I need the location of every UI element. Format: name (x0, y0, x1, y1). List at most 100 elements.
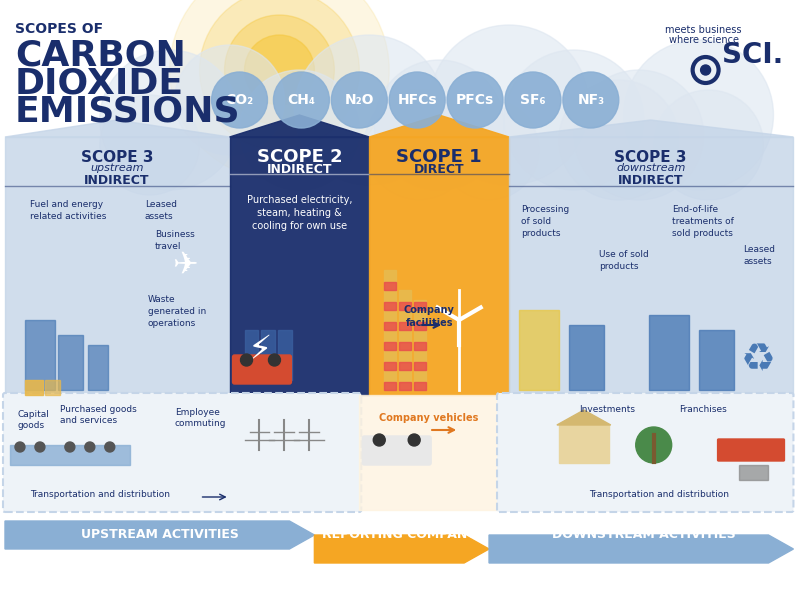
Text: Purchased electricity,
steam, heating &
cooling for own use: Purchased electricity, steam, heating & … (246, 195, 352, 231)
Bar (45, 380, 60, 395)
Polygon shape (509, 120, 794, 137)
Bar (384, 322, 396, 330)
Circle shape (274, 72, 330, 128)
Circle shape (100, 95, 200, 195)
Circle shape (211, 72, 267, 128)
Text: PFCs: PFCs (456, 93, 494, 107)
Circle shape (241, 354, 253, 366)
Circle shape (429, 25, 589, 185)
FancyArrow shape (5, 521, 314, 549)
Bar (519, 310, 559, 390)
Bar (399, 290, 411, 390)
Bar (698, 330, 734, 390)
Bar (5, 137, 230, 395)
Bar (384, 302, 396, 310)
Text: where science: where science (669, 35, 738, 45)
Text: ⚡: ⚡ (247, 333, 272, 367)
Text: Company vehicles: Company vehicles (379, 413, 479, 423)
Text: HFCs: HFCs (398, 93, 437, 107)
Circle shape (364, 90, 474, 200)
Circle shape (105, 442, 114, 452)
Text: Leased
assets: Leased assets (145, 200, 177, 221)
Text: CARBON: CARBON (15, 38, 186, 72)
Circle shape (447, 72, 503, 128)
Circle shape (239, 70, 359, 190)
Text: DIOXIDE: DIOXIDE (15, 66, 184, 100)
Text: SCI.: SCI. (722, 41, 783, 69)
Bar (384, 282, 396, 290)
Bar (569, 325, 604, 390)
Text: Processing
of sold
products: Processing of sold products (521, 205, 570, 237)
Circle shape (15, 442, 25, 452)
Text: INDIRECT: INDIRECT (84, 174, 150, 187)
Bar (414, 362, 426, 370)
Bar (10, 445, 130, 465)
Text: SCOPES OF: SCOPES OF (15, 22, 103, 36)
Text: CH₄: CH₄ (287, 93, 315, 107)
Circle shape (65, 442, 75, 452)
Text: Company
facilities: Company facilities (404, 305, 454, 328)
FancyBboxPatch shape (233, 355, 291, 384)
Bar (384, 382, 396, 390)
Circle shape (35, 442, 45, 452)
Bar (88, 345, 108, 390)
FancyBboxPatch shape (497, 393, 794, 512)
Circle shape (624, 40, 774, 190)
Bar (414, 322, 426, 330)
Bar (58, 335, 83, 390)
Bar (399, 362, 411, 370)
Bar (245, 330, 258, 380)
Text: Leased
assets: Leased assets (743, 245, 775, 266)
Circle shape (636, 427, 672, 463)
Circle shape (439, 100, 539, 200)
Text: UPSTREAM ACTIVITIES: UPSTREAM ACTIVITIES (81, 529, 238, 542)
FancyBboxPatch shape (3, 393, 362, 512)
Bar (414, 302, 426, 310)
Circle shape (200, 0, 359, 150)
Circle shape (505, 72, 561, 128)
Text: EMISSIONS: EMISSIONS (15, 94, 241, 128)
Text: SF₆: SF₆ (520, 93, 546, 107)
Text: DIRECT: DIRECT (414, 163, 465, 176)
Circle shape (390, 72, 445, 128)
Circle shape (225, 15, 334, 125)
Bar (25, 380, 43, 395)
Text: Investments: Investments (579, 405, 635, 414)
Polygon shape (5, 120, 230, 137)
Text: NF₃: NF₃ (578, 93, 604, 107)
Bar (370, 137, 509, 395)
Circle shape (504, 50, 644, 190)
Bar (414, 382, 426, 390)
Text: INDIRECT: INDIRECT (618, 174, 683, 187)
Text: ♻: ♻ (741, 341, 776, 379)
Bar (414, 342, 426, 350)
Bar (649, 315, 689, 390)
Circle shape (170, 0, 390, 180)
Text: Transportation and distribution: Transportation and distribution (30, 490, 170, 499)
Text: Capital
goods: Capital goods (18, 410, 50, 430)
Circle shape (374, 60, 504, 190)
Text: End-of-life
treatments of
sold products: End-of-life treatments of sold products (672, 205, 734, 237)
Text: SCOPE 2: SCOPE 2 (257, 148, 342, 166)
Circle shape (563, 72, 618, 128)
Polygon shape (370, 115, 509, 137)
Text: REPORTING COMPANY: REPORTING COMPANY (322, 529, 476, 542)
Circle shape (331, 72, 387, 128)
Text: SCOPE 1: SCOPE 1 (396, 148, 482, 166)
Text: downstream: downstream (616, 163, 686, 173)
Circle shape (374, 434, 386, 446)
Bar (399, 382, 411, 390)
FancyBboxPatch shape (718, 439, 785, 461)
Text: N₂O: N₂O (345, 93, 374, 107)
Circle shape (269, 354, 281, 366)
Circle shape (574, 70, 704, 200)
Polygon shape (557, 410, 610, 425)
Bar (359, 395, 499, 510)
Text: SCOPE 3: SCOPE 3 (614, 150, 687, 165)
Bar (262, 330, 275, 380)
Bar (384, 342, 396, 350)
Circle shape (174, 45, 285, 155)
Text: Business
travel: Business travel (154, 230, 194, 251)
Text: ✈: ✈ (172, 250, 198, 279)
Circle shape (245, 35, 314, 105)
